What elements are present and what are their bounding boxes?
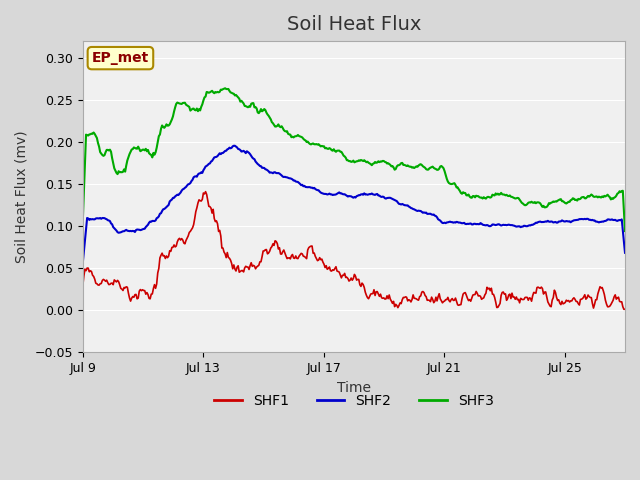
Y-axis label: Soil Heat Flux (mv): Soil Heat Flux (mv) xyxy=(15,131,29,263)
SHF3 xyxy=(337,149,345,155)
SHF1 xyxy=(373,288,381,294)
SHF3 xyxy=(79,218,86,224)
SHF1 xyxy=(79,283,86,289)
SHF2 xyxy=(373,191,381,197)
SHF2 xyxy=(609,217,617,223)
Line: SHF1: SHF1 xyxy=(83,192,625,309)
SHF2 xyxy=(337,191,345,196)
SHF1 xyxy=(337,275,345,281)
SHF1 xyxy=(202,189,209,194)
SHF1 xyxy=(524,297,532,303)
Text: EP_met: EP_met xyxy=(92,51,149,65)
SHF3 xyxy=(403,163,410,169)
Title: Soil Heat Flux: Soil Heat Flux xyxy=(287,15,421,34)
SHF2 xyxy=(621,250,629,256)
SHF1 xyxy=(609,298,617,303)
X-axis label: Time: Time xyxy=(337,381,371,395)
Line: SHF2: SHF2 xyxy=(83,146,625,263)
Legend: SHF1, SHF2, SHF3: SHF1, SHF2, SHF3 xyxy=(209,389,499,414)
SHF3 xyxy=(621,228,629,234)
SHF1 xyxy=(621,306,629,312)
SHF2 xyxy=(524,223,532,228)
SHF2 xyxy=(230,143,237,149)
SHF3 xyxy=(609,196,617,202)
SHF3 xyxy=(524,200,532,205)
SHF2 xyxy=(341,192,349,197)
SHF1 xyxy=(403,294,410,300)
SHF1 xyxy=(341,271,349,276)
SHF3 xyxy=(341,154,349,159)
SHF1 xyxy=(620,306,628,312)
SHF2 xyxy=(403,203,410,208)
SHF3 xyxy=(221,85,229,91)
SHF2 xyxy=(79,260,86,266)
SHF3 xyxy=(373,160,381,166)
Line: SHF3: SHF3 xyxy=(83,88,625,231)
